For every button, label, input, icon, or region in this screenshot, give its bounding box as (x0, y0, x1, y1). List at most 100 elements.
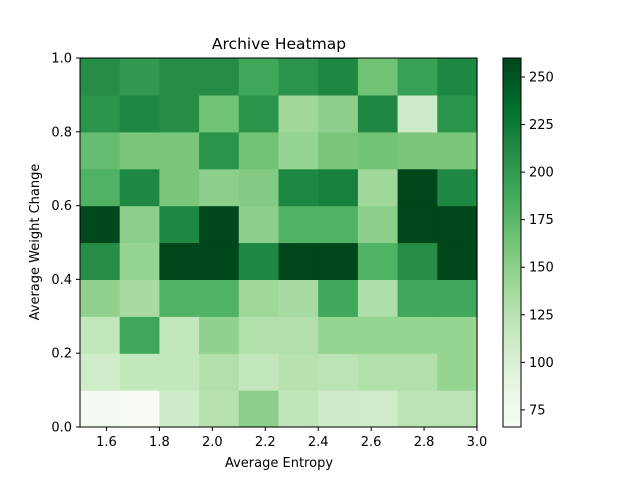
heatmap-cells (80, 58, 478, 428)
heatmap-cell (357, 168, 399, 207)
colorbar-tick-label: 175 (529, 213, 554, 228)
heatmap-cell (397, 131, 438, 170)
heatmap-cell (238, 316, 280, 354)
heatmap-cell (278, 242, 319, 280)
heatmap-cell (119, 58, 160, 96)
heatmap-cell (199, 205, 240, 244)
heatmap-cell (199, 390, 240, 428)
heatmap-cell (278, 205, 319, 244)
heatmap-cell (199, 94, 240, 133)
heatmap-cell (159, 205, 200, 244)
heatmap-cell (119, 94, 160, 133)
heatmap-cell (238, 205, 280, 244)
heatmap-cell (357, 390, 399, 428)
heatmap-cell (159, 353, 200, 391)
heatmap-cell (80, 168, 121, 207)
heatmap-cell (437, 131, 478, 170)
heatmap-cell (437, 168, 478, 207)
heatmap-cell (80, 94, 121, 133)
colorbar (502, 57, 522, 428)
heatmap-cell (437, 390, 478, 428)
heatmap-cell (318, 168, 359, 207)
heatmap-cell (278, 353, 319, 391)
heatmap-cell (238, 242, 280, 280)
heatmap-cell (199, 353, 240, 391)
heatmap-cell (397, 353, 438, 391)
heatmap-cell (437, 242, 478, 280)
heatmap-cell (80, 279, 121, 317)
heatmap-cell (397, 94, 438, 133)
heatmap-cell (159, 242, 200, 280)
heatmap-cell (397, 168, 438, 207)
heatmap-cell (397, 205, 438, 244)
heatmap-cell (318, 390, 359, 428)
heatmap-cell (119, 242, 160, 280)
heatmap-cell (278, 168, 319, 207)
heatmap-cell (318, 58, 359, 96)
heatmap-cell (357, 353, 399, 391)
heatmap-cell (80, 242, 121, 280)
heatmap-cell (278, 279, 319, 317)
heatmap-cell (278, 316, 319, 354)
x-tick-label: 2.0 (202, 435, 223, 450)
y-tick-label: 0.0 (51, 421, 72, 436)
heatmap-cell (238, 131, 280, 170)
chart-title: Archive Heatmap (212, 35, 346, 53)
y-tick-label: 1.0 (51, 52, 72, 67)
heatmap-cell (159, 58, 200, 96)
heatmap-cell (278, 131, 319, 170)
heatmap-cell (238, 390, 280, 428)
heatmap-cell (119, 168, 160, 207)
heatmap-cell (397, 390, 438, 428)
x-tick-label: 2.2 (255, 435, 276, 450)
heatmap-cell (238, 279, 280, 317)
x-tick-label: 1.6 (96, 435, 117, 450)
plot-frame (79, 57, 478, 428)
y-tick-label: 0.8 (51, 125, 72, 140)
heatmap-cell (159, 168, 200, 207)
heatmap-cell (397, 242, 438, 280)
heatmap-cell (278, 58, 319, 96)
heatmap-cell (159, 94, 200, 133)
heatmap-cell (80, 390, 121, 428)
x-axis-ticks: 1.6 1.8 2.0 2.2 2.4 2.6 2.8 3.0 (96, 427, 487, 450)
heatmap-cell (80, 353, 121, 391)
heatmap-cell (80, 316, 121, 354)
heatmap-cell (119, 316, 160, 354)
heatmap-cell (357, 94, 399, 133)
heatmap-cell (238, 168, 280, 207)
heatmap-cell (199, 168, 240, 207)
heatmap-cell (357, 316, 399, 354)
y-axis-label: Average Weight Change (28, 164, 43, 321)
y-axis-ticks: 0.0 0.2 0.4 0.6 0.8 1.0 (51, 52, 80, 436)
heatmap-cell (318, 279, 359, 317)
heatmap-cell (199, 279, 240, 317)
heatmap-cell (318, 353, 359, 391)
colorbar-tick-label: 75 (529, 403, 546, 418)
colorbar-tick-label: 125 (529, 308, 554, 323)
heatmap-cell (199, 242, 240, 280)
heatmap-cell (357, 205, 399, 244)
heatmap-cell (357, 131, 399, 170)
colorbar-tick-label: 100 (529, 356, 554, 371)
colorbar-tick-label: 250 (529, 71, 554, 86)
heatmap-cell (357, 279, 399, 317)
heatmap-cell (397, 279, 438, 317)
heatmap-cell (318, 316, 359, 354)
x-tick-label: 2.4 (308, 435, 329, 450)
heatmap-cell (318, 131, 359, 170)
heatmap-cell (238, 58, 280, 96)
heatmap-cell (159, 131, 200, 170)
heatmap-cell (238, 353, 280, 391)
x-tick-label: 2.8 (414, 435, 435, 450)
heatmap-cell (437, 205, 478, 244)
heatmap-cell (199, 316, 240, 354)
heatmap-cell (437, 279, 478, 317)
colorbar-tick-label: 150 (529, 261, 554, 276)
heatmap-cell (119, 131, 160, 170)
heatmap-cell (437, 353, 478, 391)
heatmap-cell (437, 94, 478, 133)
y-tick-label: 0.4 (51, 273, 72, 288)
colorbar-tick-label: 200 (529, 166, 554, 181)
heatmap-cell (278, 94, 319, 133)
